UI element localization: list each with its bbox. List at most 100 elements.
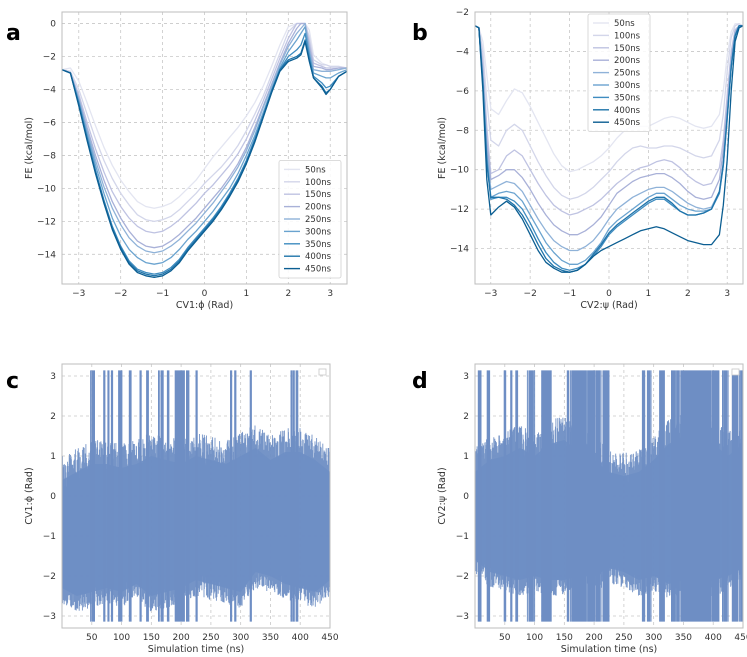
c-x-tick-label: 50 [86,633,98,643]
d-x-tick-label: 400 [705,633,722,643]
c-x-tick-label: 100 [113,633,130,643]
panel-c-cv1-timeseries: 50 100 150 200 250 300 350 400 450 3 2 1 0 −1 −2 −3 Simu… [24,363,339,655]
a-y-tick-label: −12 [37,217,56,227]
b-series-line-150ns [475,25,743,216]
a-x-tick-label: 1 [244,289,250,299]
d-y-tick-label: 3 [463,372,469,382]
a-legend-entry: 300ns [305,227,332,237]
b-y-tick-label: −2 [456,8,469,18]
c-x-tick-label: 150 [143,633,160,643]
c-timeseries-transitions [90,370,299,622]
b-x-tick-label: 3 [724,289,730,299]
a-x-axis-label: CV1:ϕ (Rad) [176,300,233,311]
a-legend-entry: 350ns [305,240,332,250]
b-legend-entry: 400ns [614,106,641,116]
a-x-tick-label: 3 [327,289,333,299]
c-y-tick-label: 1 [50,452,56,462]
a-x-tick-label: 2 [285,289,291,299]
d-timeseries-transitions [477,370,743,622]
a-legend-entry: 50ns [305,165,326,175]
a-legend-entry: 250ns [305,215,332,225]
c-x-tick-label: 450 [321,633,338,643]
b-series-line-400ns [475,25,743,273]
c-frame [61,363,331,629]
c-y-tick-label: 3 [50,372,56,382]
a-x-tick-label: −1 [156,289,169,299]
d-legend-box [731,368,740,376]
b-x-tick-label: −1 [563,289,576,299]
b-x-tick-label: −2 [524,289,537,299]
c-y-tick-label: −3 [43,612,56,622]
d-x-tick-label: 300 [645,633,662,643]
a-legend: 50ns 100ns 150ns 200ns 250ns 300ns 350ns 400ns 4… [278,159,342,279]
a-y-tick-label: −14 [37,250,56,260]
b-x-axis-label: CV2:ψ (Rad) [580,300,637,311]
a-x-tick-label: 0 [202,289,208,299]
a-y-tick-label: −2 [43,53,56,63]
b-x-tick-label: 2 [685,289,691,299]
b-x-tick-label: 1 [646,289,652,299]
d-x-tick-label: 250 [615,633,632,643]
c-x-tick-label: 200 [173,633,190,643]
c-x-tick-label: 400 [292,633,309,643]
c-x-tick-label: 250 [202,633,219,643]
b-legend-entry: 150ns [614,44,641,54]
panel-letter-a: a [6,21,21,46]
a-y-tick-label: −8 [43,151,57,161]
a-legend-entry: 150ns [305,190,332,200]
c-y-axis-label: CV1:ϕ (Rad) [24,467,35,524]
d-y-tick-label: 0 [463,492,469,502]
a-y-tick-label: −4 [43,85,57,95]
a-series-line-100ns [62,22,347,223]
a-series-line-350ns [62,32,347,275]
a-legend-entry: 450ns [305,265,332,275]
d-x-tick-label: 350 [675,633,692,643]
a-legend-entry: 200ns [305,203,332,213]
c-y-tick-label: −2 [43,572,56,582]
b-legend-entry: 200ns [614,56,641,66]
b-y-tick-label: −14 [450,245,469,255]
a-y-axis-label: FE (kcal/mol) [24,117,35,179]
b-legend-entry: 50ns [614,19,635,29]
d-x-tick-label: 200 [586,633,603,643]
a-series-line-300ns [62,26,347,265]
panel-letter-b: b [412,21,428,46]
b-legend-entry: 100ns [614,31,641,41]
b-series-line-100ns [475,23,743,200]
b-series-line-200ns [475,25,743,236]
a-x-tick-label: −3 [72,289,85,299]
b-legend: 50ns 100ns 150ns 200ns 250ns 300ns 350ns 400ns 4… [587,13,651,132]
b-y-tick-label: −8 [456,126,470,136]
d-frame [474,363,744,629]
a-y-tick-label: 0 [50,20,56,30]
panel-d-cv2-timeseries: 50 100 150 200 250 300 350 400 450 3 2 1 0 −1 −2 −3 Simu… [437,363,747,655]
b-y-tick-label: −10 [450,166,469,176]
c-x-axis-label: Simulation time (ns) [148,644,245,655]
c-y-tick-label: −1 [43,532,56,542]
b-series-line-450ns [475,25,743,273]
a-series-line-450ns [62,41,347,279]
d-y-tick-label: −1 [456,532,469,542]
d-y-tick-label: −3 [456,612,469,622]
d-y-tick-label: 2 [463,412,469,422]
a-y-tick-label: −6 [43,118,57,128]
b-y-axis-label: FE (kcal/mol) [437,117,448,179]
d-x-tick-label: 150 [556,633,573,643]
c-legend-box [318,368,327,376]
b-legend-entry: 350ns [614,93,641,103]
d-y-axis-label: CV2:ψ (Rad) [437,467,448,524]
a-series-line-50ns [62,22,347,209]
a-legend-entry: 400ns [305,252,332,262]
b-y-tick-label: −4 [456,47,470,57]
a-series-line-150ns [62,22,347,234]
c-x-tick-label: 350 [262,633,279,643]
b-x-tick-label: 0 [606,289,612,299]
d-x-tick-label: 50 [499,633,511,643]
c-x-tick-label: 300 [232,633,249,643]
d-x-tick-label: 100 [526,633,543,643]
panel-letter-d: d [412,369,428,394]
b-y-tick-label: −6 [456,87,470,97]
